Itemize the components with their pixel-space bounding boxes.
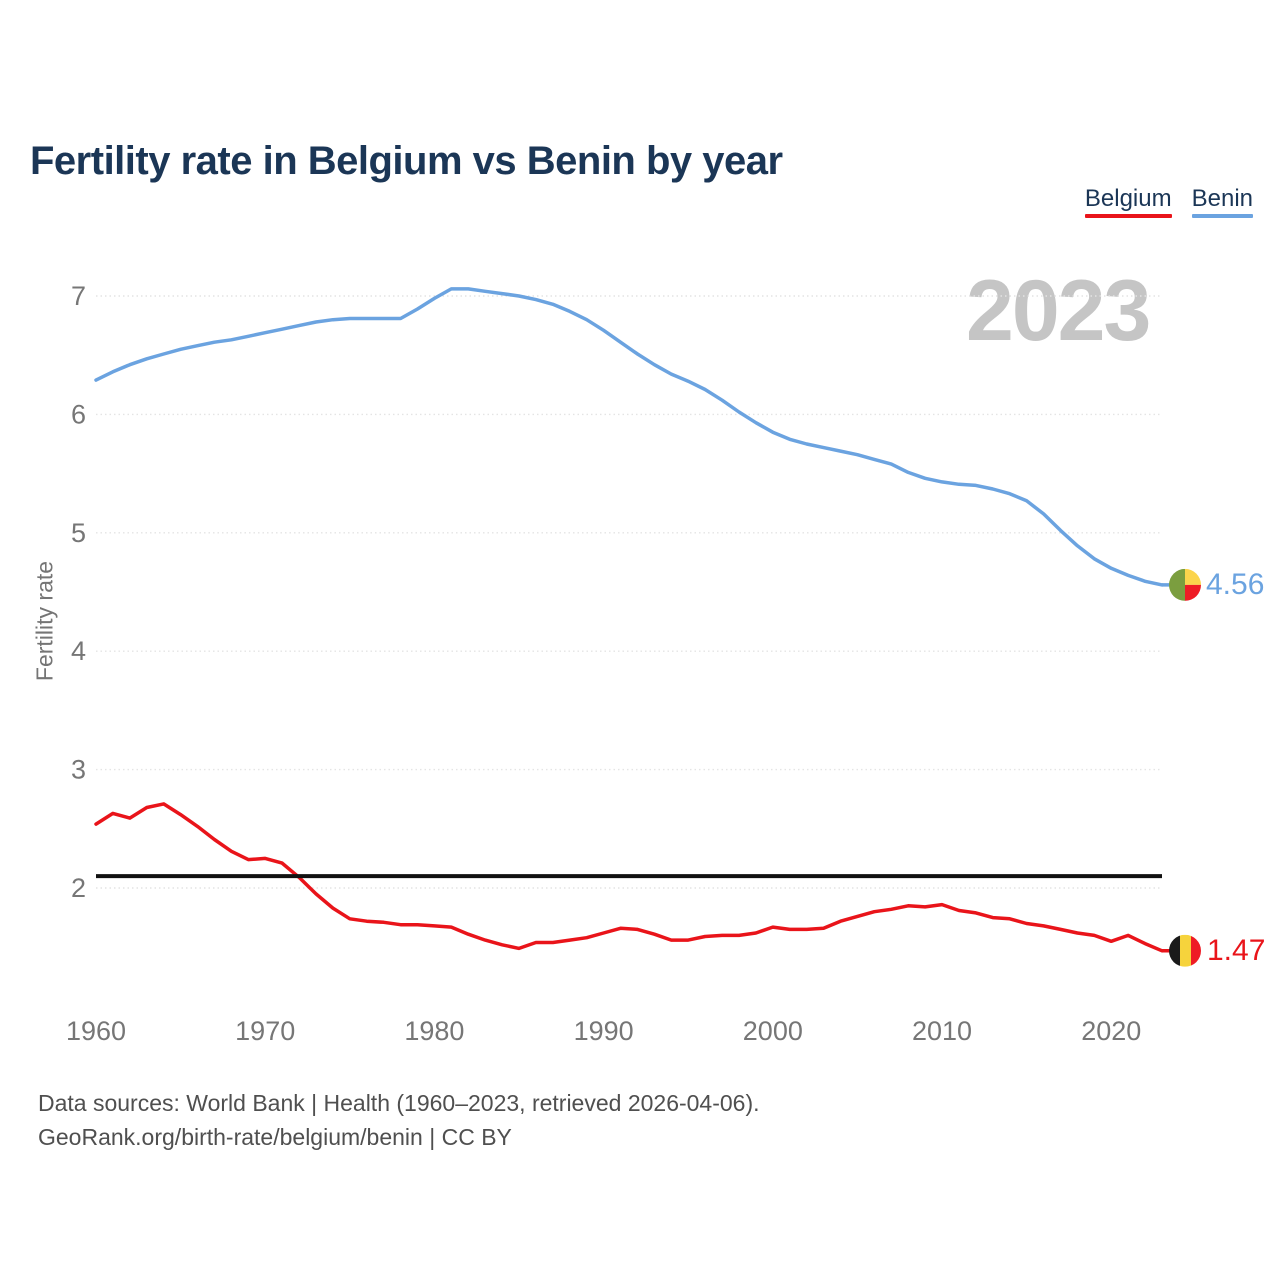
legend-underline-belgium xyxy=(1084,214,1172,218)
y-tick-7: 7 xyxy=(71,281,86,311)
chart-title: Fertility rate in Belgium vs Benin by ye… xyxy=(30,138,783,183)
legend-item-belgium[interactable]: Belgium xyxy=(1084,185,1172,218)
x-tick-1970: 1970 xyxy=(235,1016,295,1046)
legend-label-belgium: Belgium xyxy=(1084,185,1172,212)
y-tick-4: 4 xyxy=(71,636,86,666)
x-tick-1980: 1980 xyxy=(404,1016,464,1046)
y-tick-6: 6 xyxy=(71,399,86,429)
series-line-belgium xyxy=(94,802,1164,953)
source-line-1: Data sources: World Bank | Health (1960–… xyxy=(38,1090,760,1116)
legend-underline-benin xyxy=(1191,214,1253,218)
y-tick-3: 3 xyxy=(71,755,86,785)
x-tick-1960: 1960 xyxy=(66,1016,126,1046)
x-tick-1990: 1990 xyxy=(574,1016,634,1046)
source-footer: Data sources: World Bank | Health (1960–… xyxy=(38,1086,760,1154)
x-tick-2020: 2020 xyxy=(1081,1016,1141,1046)
end-value-benin: 4.56 xyxy=(1206,567,1265,601)
legend: Belgium Benin xyxy=(1084,185,1253,218)
x-tick-2010: 2010 xyxy=(912,1016,972,1046)
y-tick-2: 2 xyxy=(71,873,86,903)
series-line-benin xyxy=(94,287,1164,587)
year-watermark: 2023 xyxy=(966,263,1151,359)
y-tick-5: 5 xyxy=(71,518,86,548)
legend-item-benin[interactable]: Benin xyxy=(1191,185,1253,218)
end-value-belgium: 1.47 xyxy=(1207,933,1266,967)
flag-icon-belgium xyxy=(1169,934,1201,967)
flag-icon-benin xyxy=(1169,568,1201,601)
legend-label-benin: Benin xyxy=(1191,185,1253,212)
source-line-2: GeoRank.org/birth-rate/belgium/benin | C… xyxy=(38,1124,512,1150)
x-tick-2000: 2000 xyxy=(743,1016,803,1046)
